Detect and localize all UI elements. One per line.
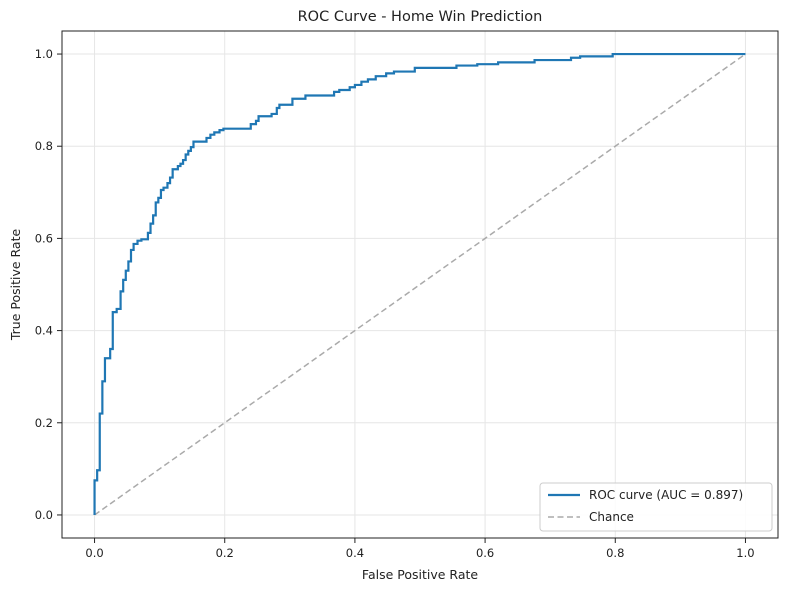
plot-frame	[61, 30, 779, 539]
legend: ROC curve (AUC = 0.897) Chance	[539, 482, 773, 532]
x-axis-label: False Positive Rate	[362, 567, 478, 582]
legend-box	[539, 482, 773, 532]
y-tick-label: 0.2	[35, 416, 53, 430]
legend-label-roc: ROC curve (AUC = 0.897)	[589, 488, 743, 502]
grid	[62, 31, 778, 538]
y-tick-label: 0.0	[35, 508, 53, 522]
legend-label-chance: Chance	[589, 510, 634, 524]
y-tick-label: 0.4	[35, 324, 53, 338]
x-tick-label: 0.4	[346, 546, 364, 560]
y-tick-label: 1.0	[35, 47, 53, 61]
x-tick-label: 1.0	[736, 546, 754, 560]
y-axis-ticks: 0.0 0.2 0.4 0.6 0.8 1.0	[35, 47, 62, 522]
x-tick-label: 0.0	[85, 546, 103, 560]
x-tick-label: 0.2	[216, 546, 234, 560]
plot-area	[93, 52, 746, 516]
y-tick-label: 0.6	[35, 231, 53, 245]
y-axis-label: True Positive Rate	[8, 229, 23, 342]
x-tick-label: 0.6	[476, 546, 494, 560]
y-tick-label: 0.8	[35, 139, 53, 153]
x-tick-label: 0.8	[606, 546, 624, 560]
x-axis-ticks: 0.0 0.2 0.4 0.6 0.8 1.0	[85, 538, 755, 560]
chart-title: ROC Curve - Home Win Prediction	[298, 9, 543, 25]
roc-curve-line	[93, 52, 746, 515]
